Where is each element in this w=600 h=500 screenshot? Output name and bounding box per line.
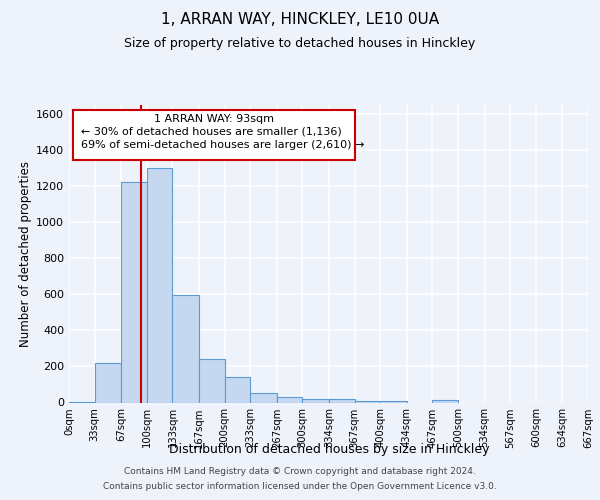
Bar xyxy=(250,394,277,402)
Bar xyxy=(147,168,172,402)
Y-axis label: Number of detached properties: Number of detached properties xyxy=(19,161,32,347)
Text: Contains HM Land Registry data © Crown copyright and database right 2024.: Contains HM Land Registry data © Crown c… xyxy=(124,467,476,476)
Bar xyxy=(277,398,302,402)
Bar xyxy=(224,378,250,402)
Text: 1 ARRAN WAY: 93sqm: 1 ARRAN WAY: 93sqm xyxy=(154,114,274,124)
Text: Contains public sector information licensed under the Open Government Licence v3: Contains public sector information licen… xyxy=(103,482,497,491)
Bar xyxy=(329,398,355,402)
Bar xyxy=(172,295,199,403)
FancyBboxPatch shape xyxy=(73,110,355,160)
Text: Size of property relative to detached houses in Hinckley: Size of property relative to detached ho… xyxy=(124,38,476,51)
Text: 69% of semi-detached houses are larger (2,610) →: 69% of semi-detached houses are larger (… xyxy=(80,140,364,150)
Bar xyxy=(199,359,224,403)
Bar xyxy=(380,401,407,402)
Bar xyxy=(302,398,329,402)
Bar xyxy=(121,182,147,402)
Text: ← 30% of detached houses are smaller (1,136): ← 30% of detached houses are smaller (1,… xyxy=(80,126,341,136)
Text: Distribution of detached houses by size in Hinckley: Distribution of detached houses by size … xyxy=(169,442,489,456)
Text: 1, ARRAN WAY, HINCKLEY, LE10 0UA: 1, ARRAN WAY, HINCKLEY, LE10 0UA xyxy=(161,12,439,28)
Bar xyxy=(95,363,121,403)
Bar xyxy=(355,401,380,402)
Bar xyxy=(433,400,458,402)
